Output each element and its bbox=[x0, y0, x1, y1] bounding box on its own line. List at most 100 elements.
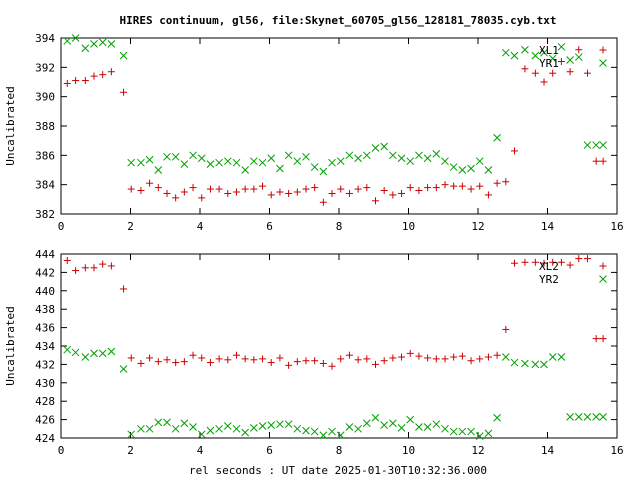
data-point bbox=[583, 412, 592, 421]
data-point bbox=[423, 154, 432, 163]
bottom-legend-marker bbox=[599, 275, 607, 283]
top-series-XL1 bbox=[63, 46, 607, 206]
data-point bbox=[521, 65, 529, 73]
data-point bbox=[241, 185, 249, 193]
data-point bbox=[476, 355, 484, 363]
data-point bbox=[521, 258, 529, 266]
data-point bbox=[267, 421, 276, 429]
data-point bbox=[81, 44, 90, 53]
data-point bbox=[354, 154, 362, 163]
data-point bbox=[467, 427, 475, 436]
data-point bbox=[180, 358, 188, 366]
data-point bbox=[223, 422, 232, 430]
data-point bbox=[328, 362, 336, 370]
data-point bbox=[389, 151, 397, 160]
data-point bbox=[119, 51, 128, 60]
data-point bbox=[224, 356, 232, 364]
data-point bbox=[592, 412, 601, 421]
data-point bbox=[241, 428, 250, 437]
data-point bbox=[267, 359, 275, 367]
data-point bbox=[337, 355, 345, 363]
data-point bbox=[406, 349, 414, 357]
data-point bbox=[345, 351, 353, 359]
top-x-tick-label: 6 bbox=[266, 220, 273, 233]
data-point bbox=[475, 432, 484, 441]
bottom-x-tick-label: 2 bbox=[127, 444, 134, 457]
bottom-x-tick-label: 8 bbox=[336, 444, 343, 457]
data-point bbox=[90, 349, 98, 358]
top-plot-frame bbox=[60, 37, 618, 215]
data-point bbox=[250, 356, 258, 364]
data-point bbox=[137, 187, 145, 195]
data-point bbox=[81, 264, 89, 272]
data-point bbox=[189, 423, 197, 431]
data-point bbox=[154, 184, 162, 192]
data-point bbox=[502, 178, 510, 186]
data-point bbox=[145, 155, 154, 164]
data-point bbox=[215, 355, 223, 363]
data-point bbox=[493, 179, 501, 187]
top-x-tick-label: 14 bbox=[541, 220, 555, 233]
top-y-tick-label: 394 bbox=[35, 32, 55, 45]
data-point bbox=[267, 154, 276, 163]
data-point bbox=[458, 352, 466, 360]
data-point bbox=[63, 79, 71, 87]
data-point bbox=[267, 191, 275, 199]
x-axis-label: rel seconds : UT date 2025-01-30T10:32:3… bbox=[189, 464, 487, 477]
data-point bbox=[250, 424, 258, 432]
data-point bbox=[284, 420, 293, 429]
data-point bbox=[224, 189, 232, 197]
data-point bbox=[276, 188, 284, 196]
data-point bbox=[458, 166, 467, 174]
data-point bbox=[566, 261, 574, 269]
bottom-x-tick-label: 4 bbox=[197, 444, 204, 457]
data-point bbox=[302, 185, 310, 193]
top-x-tick-label: 10 bbox=[402, 220, 415, 233]
data-point bbox=[206, 426, 215, 435]
data-point bbox=[574, 53, 583, 61]
top-legend-label: YR1 bbox=[539, 57, 559, 70]
data-point bbox=[583, 255, 591, 263]
data-point bbox=[206, 160, 215, 168]
data-point bbox=[198, 354, 206, 362]
data-point bbox=[180, 160, 189, 168]
top-y-tick-label: 390 bbox=[35, 91, 55, 104]
data-point bbox=[521, 359, 529, 368]
data-point bbox=[441, 424, 449, 433]
data-point bbox=[119, 365, 128, 373]
data-point bbox=[557, 258, 565, 266]
data-point bbox=[310, 163, 319, 171]
data-point bbox=[259, 182, 267, 190]
data-point bbox=[476, 182, 484, 190]
data-point bbox=[189, 351, 197, 359]
data-point bbox=[328, 158, 336, 167]
bottom-y-tick-label: 426 bbox=[35, 414, 55, 427]
data-point bbox=[362, 419, 371, 428]
data-point bbox=[81, 77, 89, 85]
bottom-x-tick-label: 16 bbox=[610, 444, 623, 457]
data-point bbox=[531, 360, 540, 369]
data-point bbox=[258, 158, 267, 167]
data-point bbox=[484, 191, 492, 199]
data-point bbox=[380, 142, 389, 151]
data-point bbox=[371, 197, 379, 205]
plot-bottom: 0 2 4 6 8 10 12 14 16 424 426 428 430 432 434 436 438 440… bbox=[4, 248, 624, 457]
top-x-tick-label: 16 bbox=[610, 220, 623, 233]
data-point bbox=[449, 163, 458, 171]
data-point bbox=[107, 262, 115, 270]
data-point bbox=[548, 353, 557, 361]
data-point bbox=[415, 151, 423, 160]
chart-title: HIRES continuum, gl56, file:Skynet_60705… bbox=[119, 14, 556, 27]
data-point bbox=[223, 157, 232, 166]
data-point bbox=[63, 345, 72, 354]
data-point bbox=[107, 68, 115, 76]
data-point bbox=[90, 40, 98, 48]
data-point bbox=[328, 189, 336, 197]
data-point bbox=[232, 351, 240, 359]
top-series-YR1 bbox=[63, 34, 607, 176]
data-point bbox=[99, 260, 107, 268]
data-point bbox=[107, 40, 116, 48]
data-point bbox=[566, 56, 574, 64]
data-point bbox=[63, 37, 72, 45]
data-point bbox=[345, 151, 354, 160]
